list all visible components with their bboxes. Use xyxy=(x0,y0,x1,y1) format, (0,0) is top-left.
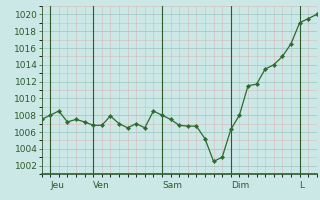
Text: Sam: Sam xyxy=(162,181,182,190)
Text: Jeu: Jeu xyxy=(50,181,64,190)
Text: L: L xyxy=(300,181,305,190)
Text: Dim: Dim xyxy=(231,181,249,190)
Text: Ven: Ven xyxy=(93,181,110,190)
